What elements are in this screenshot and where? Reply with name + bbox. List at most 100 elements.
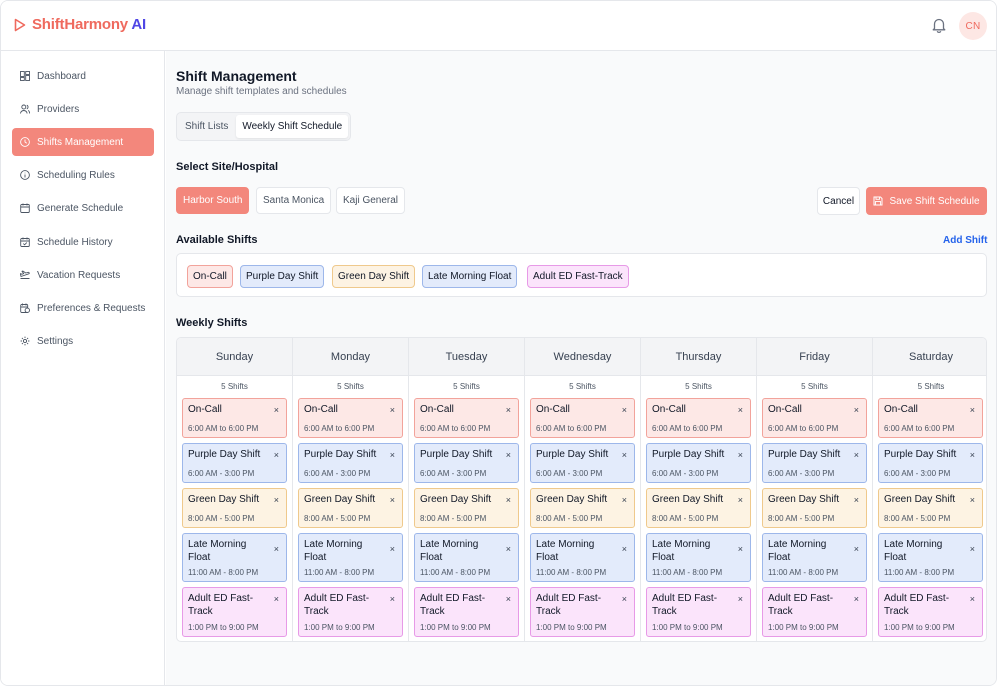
remove-shift-icon[interactable]: × bbox=[737, 405, 743, 415]
available-shift-chip[interactable]: Late Morning Float bbox=[422, 265, 518, 288]
shift-card[interactable]: On-Call 6:00 AM to 6:00 PM × bbox=[530, 398, 635, 438]
remove-shift-icon[interactable]: × bbox=[389, 450, 395, 460]
available-shift-chip[interactable]: Adult ED Fast-Track bbox=[527, 265, 629, 288]
remove-shift-icon[interactable]: × bbox=[853, 405, 859, 415]
available-shift-chip[interactable]: On-Call bbox=[187, 265, 233, 288]
sidebar-item-label: Schedule History bbox=[37, 236, 113, 248]
remove-shift-icon[interactable]: × bbox=[621, 495, 627, 505]
site-button-kaji-general[interactable]: Kaji General bbox=[336, 187, 406, 214]
remove-shift-icon[interactable]: × bbox=[853, 495, 859, 505]
shift-card[interactable]: Late Morning Float 11:00 AM - 8:00 PM × bbox=[298, 533, 403, 582]
shift-card[interactable]: Adult ED Fast-Track 1:00 PM to 9:00 PM × bbox=[182, 587, 287, 637]
available-shift-chip[interactable]: Purple Day Shift bbox=[240, 265, 325, 288]
shift-card[interactable]: Green Day Shift 8:00 AM - 5:00 PM × bbox=[878, 488, 983, 528]
shift-card[interactable]: Green Day Shift 8:00 AM - 5:00 PM × bbox=[182, 488, 287, 528]
sidebar-item-dashboard[interactable]: Dashboard bbox=[12, 62, 154, 90]
remove-shift-icon[interactable]: × bbox=[273, 495, 279, 505]
remove-shift-icon[interactable]: × bbox=[853, 450, 859, 460]
shift-card[interactable]: Late Morning Float 11:00 AM - 8:00 PM × bbox=[762, 533, 867, 582]
shift-card[interactable]: Green Day Shift 8:00 AM - 5:00 PM × bbox=[530, 488, 635, 528]
remove-shift-icon[interactable]: × bbox=[621, 594, 627, 604]
shift-card[interactable]: Late Morning Float 11:00 AM - 8:00 PM × bbox=[182, 533, 287, 582]
remove-shift-icon[interactable]: × bbox=[737, 450, 743, 460]
shift-card[interactable]: Adult ED Fast-Track 1:00 PM to 9:00 PM × bbox=[878, 587, 983, 637]
remove-shift-icon[interactable]: × bbox=[389, 495, 395, 505]
shift-card[interactable]: Green Day Shift 8:00 AM - 5:00 PM × bbox=[762, 488, 867, 528]
bell-icon[interactable] bbox=[930, 16, 948, 34]
remove-shift-icon[interactable]: × bbox=[737, 594, 743, 604]
remove-shift-icon[interactable]: × bbox=[389, 405, 395, 415]
shift-card[interactable]: Purple Day Shift 6:00 AM - 3:00 PM × bbox=[646, 443, 751, 483]
remove-shift-icon[interactable]: × bbox=[737, 544, 743, 554]
remove-shift-icon[interactable]: × bbox=[505, 450, 511, 460]
site-button-harbor-south[interactable]: Harbor South bbox=[176, 187, 250, 214]
shift-card[interactable]: Purple Day Shift 6:00 AM - 3:00 PM × bbox=[414, 443, 519, 483]
remove-shift-icon[interactable]: × bbox=[273, 544, 279, 554]
shift-card[interactable]: On-Call 6:00 AM to 6:00 PM × bbox=[414, 398, 519, 438]
shift-card-name: Adult ED Fast-Track bbox=[420, 593, 486, 617]
shift-card[interactable]: Late Morning Float 11:00 AM - 8:00 PM × bbox=[646, 533, 751, 582]
shift-card[interactable]: Green Day Shift 8:00 AM - 5:00 PM × bbox=[414, 488, 519, 528]
shift-card[interactable]: On-Call 6:00 AM to 6:00 PM × bbox=[298, 398, 403, 438]
shift-card-time: 1:00 PM to 9:00 PM bbox=[884, 623, 955, 632]
remove-shift-icon[interactable]: × bbox=[505, 495, 511, 505]
remove-shift-icon[interactable]: × bbox=[273, 594, 279, 604]
shift-card[interactable]: Purple Day Shift 6:00 AM - 3:00 PM × bbox=[298, 443, 403, 483]
remove-shift-icon[interactable]: × bbox=[389, 594, 395, 604]
save-shift-schedule-button[interactable]: Save Shift Schedule bbox=[866, 187, 987, 215]
shift-card[interactable]: Adult ED Fast-Track 1:00 PM to 9:00 PM × bbox=[298, 587, 403, 637]
remove-shift-icon[interactable]: × bbox=[737, 495, 743, 505]
sidebar-item-vacation-requests[interactable]: Vacation Requests bbox=[12, 261, 154, 289]
cancel-button[interactable]: Cancel bbox=[817, 187, 860, 215]
remove-shift-icon[interactable]: × bbox=[621, 450, 627, 460]
shift-card[interactable]: Adult ED Fast-Track 1:00 PM to 9:00 PM × bbox=[762, 587, 867, 637]
shift-card[interactable]: On-Call 6:00 AM to 6:00 PM × bbox=[878, 398, 983, 438]
shift-card[interactable]: On-Call 6:00 AM to 6:00 PM × bbox=[762, 398, 867, 438]
remove-shift-icon[interactable]: × bbox=[505, 405, 511, 415]
shift-card-name: On-Call bbox=[768, 404, 802, 415]
sidebar-item-shifts-management[interactable]: Shifts Management bbox=[12, 128, 154, 156]
shift-card[interactable]: Purple Day Shift 6:00 AM - 3:00 PM × bbox=[878, 443, 983, 483]
shift-card[interactable]: Late Morning Float 11:00 AM - 8:00 PM × bbox=[414, 533, 519, 582]
sidebar-item-scheduling-rules[interactable]: Scheduling Rules bbox=[12, 161, 154, 189]
remove-shift-icon[interactable]: × bbox=[505, 544, 511, 554]
sidebar-item-schedule-history[interactable]: Schedule History bbox=[12, 228, 154, 256]
site-button-santa-monica[interactable]: Santa Monica bbox=[256, 187, 332, 214]
remove-shift-icon[interactable]: × bbox=[853, 594, 859, 604]
shift-card[interactable]: On-Call 6:00 AM to 6:00 PM × bbox=[646, 398, 751, 438]
sidebar-item-generate-schedule[interactable]: Generate Schedule bbox=[12, 194, 154, 222]
remove-shift-icon[interactable]: × bbox=[969, 544, 975, 554]
remove-shift-icon[interactable]: × bbox=[621, 405, 627, 415]
remove-shift-icon[interactable]: × bbox=[969, 405, 975, 415]
remove-shift-icon[interactable]: × bbox=[969, 594, 975, 604]
shift-card-time: 1:00 PM to 9:00 PM bbox=[188, 623, 259, 632]
remove-shift-icon[interactable]: × bbox=[853, 544, 859, 554]
shift-card[interactable]: On-Call 6:00 AM to 6:00 PM × bbox=[182, 398, 287, 438]
avatar[interactable]: CN bbox=[959, 12, 987, 40]
shift-card[interactable]: Green Day Shift 8:00 AM - 5:00 PM × bbox=[298, 488, 403, 528]
remove-shift-icon[interactable]: × bbox=[969, 450, 975, 460]
tab-weekly-shift-schedule[interactable]: Weekly Shift Schedule bbox=[236, 115, 349, 138]
remove-shift-icon[interactable]: × bbox=[389, 544, 395, 554]
shift-card[interactable]: Purple Day Shift 6:00 AM - 3:00 PM × bbox=[182, 443, 287, 483]
available-shift-chip[interactable]: Green Day Shift bbox=[332, 265, 416, 288]
remove-shift-icon[interactable]: × bbox=[273, 450, 279, 460]
shift-card[interactable]: Purple Day Shift 6:00 AM - 3:00 PM × bbox=[762, 443, 867, 483]
shift-card[interactable]: Adult ED Fast-Track 1:00 PM to 9:00 PM × bbox=[530, 587, 635, 637]
tab-shift-lists[interactable]: Shift Lists bbox=[185, 121, 229, 132]
sidebar-item-providers[interactable]: Providers bbox=[12, 95, 154, 123]
shift-card[interactable]: Late Morning Float 11:00 AM - 8:00 PM × bbox=[878, 533, 983, 582]
remove-shift-icon[interactable]: × bbox=[969, 495, 975, 505]
shift-card[interactable]: Adult ED Fast-Track 1:00 PM to 9:00 PM × bbox=[414, 587, 519, 637]
shift-card[interactable]: Late Morning Float 11:00 AM - 8:00 PM × bbox=[530, 533, 635, 582]
shift-card[interactable]: Adult ED Fast-Track 1:00 PM to 9:00 PM × bbox=[646, 587, 751, 637]
sidebar-item-preferences-requests[interactable]: Preferences & Requests bbox=[12, 294, 154, 322]
remove-shift-icon[interactable]: × bbox=[505, 594, 511, 604]
remove-shift-icon[interactable]: × bbox=[273, 405, 279, 415]
add-shift-link[interactable]: Add Shift bbox=[943, 235, 988, 246]
shift-card[interactable]: Green Day Shift 8:00 AM - 5:00 PM × bbox=[646, 488, 751, 528]
sidebar-item-settings[interactable]: Settings bbox=[12, 327, 154, 355]
brand-logo[interactable]: ShiftHarmony AI bbox=[14, 16, 146, 33]
remove-shift-icon[interactable]: × bbox=[621, 544, 627, 554]
shift-card[interactable]: Purple Day Shift 6:00 AM - 3:00 PM × bbox=[530, 443, 635, 483]
